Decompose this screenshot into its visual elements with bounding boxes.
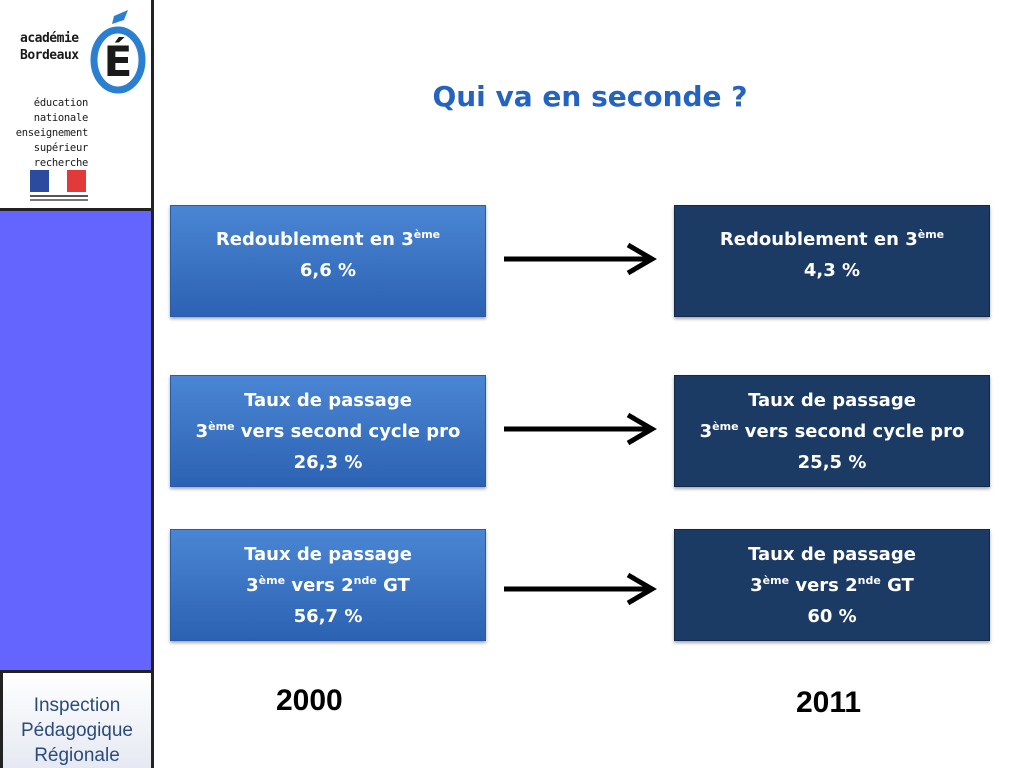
arrow-right-icon: [504, 242, 657, 276]
box-label: Taux de passage: [244, 389, 412, 411]
box-label: Redoublement en 3: [215, 229, 414, 250]
logo-letter: É: [104, 36, 133, 86]
box-2011-passage-pro: Taux de passage 3ème vers second cycle p…: [674, 375, 990, 487]
box-label: Taux de passage: [748, 389, 916, 411]
box-sup: ème: [413, 228, 441, 241]
academie-logo: académie Bordeaux É éducation nationale …: [0, 0, 151, 211]
ipr-line: Régionale: [34, 745, 120, 766]
republic-motto-icon: [30, 195, 88, 201]
box-2000-passage-pro: Taux de passage 3ème vers second cycle p…: [170, 375, 486, 487]
box-value: 6,6 %: [299, 260, 357, 281]
box-value: 4,3 %: [803, 260, 861, 281]
box-label: Taux de passage: [748, 543, 916, 565]
box-2011-redoublement: Redoublement en 3ème 4,3 %: [674, 205, 990, 317]
box-label: Taux de passage: [244, 543, 412, 565]
sidebar-blue-panel: [0, 211, 151, 673]
box-2011-passage-gt: Taux de passage 3ème vers 2nde GT 60 %: [674, 529, 990, 641]
box-value: 56,7 %: [293, 605, 363, 627]
arrow-right-icon: [504, 412, 657, 446]
academie-name: académie Bordeaux: [20, 31, 79, 63]
box-value: 25,5 %: [797, 451, 867, 473]
ipr-line: Pédagogique: [21, 720, 133, 741]
year-label-left: 2000: [276, 684, 343, 717]
box-2000-passage-gt: Taux de passage 3ème vers 2nde GT 56,7 %: [170, 529, 486, 641]
ipr-label: Inspection Pédagogique Régionale: [0, 673, 151, 768]
ipr-line: Inspection: [33, 695, 121, 716]
ministry-text: éducation nationale enseignement supérie…: [15, 97, 89, 169]
box-label: Redoublement en 3: [719, 229, 918, 250]
box-value: 26,3 %: [293, 451, 363, 473]
sidebar: académie Bordeaux É éducation nationale …: [0, 0, 154, 768]
page-title: Qui va en seconde ?: [432, 80, 748, 113]
box-2000-redoublement: Redoublement en 3ème 6,6 %: [170, 205, 486, 317]
box-sup: ème: [917, 228, 945, 241]
year-label-right: 2011: [796, 686, 862, 719]
french-republic-flag-icon: [30, 170, 87, 192]
box-value: 60 %: [807, 605, 857, 627]
arrow-right-icon: [504, 572, 657, 606]
academie-e-logo-icon: É: [90, 10, 146, 94]
